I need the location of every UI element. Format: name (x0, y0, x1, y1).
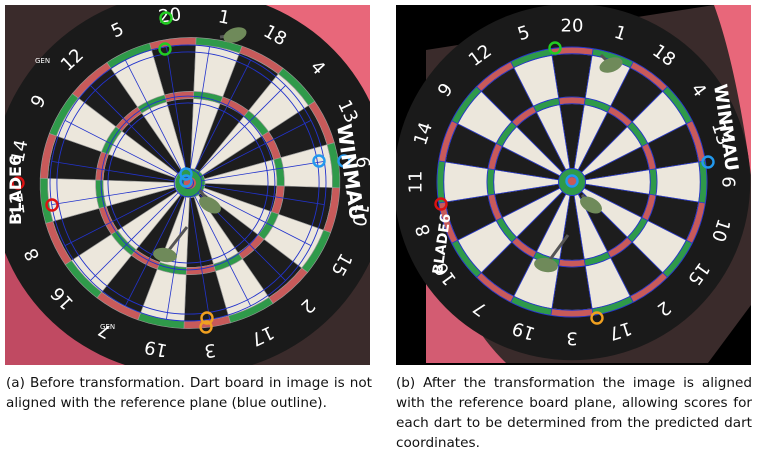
reference-line (201, 161, 325, 182)
image-after-transformation: 20 1 18 4 13 6 10 15 2 17 3 19 7 16 8 11 14 9 12 5 WINMAU B… (396, 5, 751, 365)
reference-line (583, 120, 693, 177)
keypoints (434, 41, 715, 325)
reference-line (476, 191, 563, 278)
keypoint-marker (45, 198, 59, 212)
reference-line (90, 192, 179, 281)
reference-line (550, 48, 571, 169)
keypoint-marker (701, 155, 715, 169)
reference-line (51, 161, 175, 182)
reference-ring (107, 102, 269, 264)
reference-line (64, 188, 176, 247)
reference-outline (436, 46, 708, 318)
caption-b: (b) After the transformation the image i… (396, 375, 752, 451)
board-number: 3 (566, 328, 577, 349)
dart-flight (534, 257, 558, 273)
reference-line (577, 193, 634, 303)
board-number: 6 (351, 155, 370, 169)
board-number: 11 (405, 171, 426, 194)
red-surround-corner-left (5, 185, 125, 365)
reference-ring (486, 96, 658, 268)
reference-line (573, 195, 594, 316)
caption-a: (a) Before transformation. Dart board in… (6, 375, 372, 411)
keypoint-marker (158, 42, 172, 56)
red-surround-corner (714, 5, 751, 175)
reference-line (451, 187, 561, 244)
keypoint-marker (312, 154, 326, 168)
board-number: 10 (348, 202, 370, 229)
reference-line (438, 183, 559, 204)
reference-line (577, 61, 634, 171)
dart-flight (580, 196, 602, 214)
board-number: 1 (216, 6, 231, 29)
red-surround-corner (255, 5, 370, 185)
reference-line (197, 85, 286, 174)
reference-ring (49, 44, 327, 322)
reference-line (583, 187, 693, 244)
keypoint-marker (179, 167, 193, 181)
image-before-transformation: 20 1 18 4 13 6 10 15 2 17 3 19 7 16 8 11 14 9 12 5 WINMAU B… (5, 5, 370, 365)
board-number: 19 (143, 336, 170, 361)
dart-flight (153, 247, 177, 263)
keypoint-marker (11, 176, 25, 190)
series-text: BLADE6 (6, 155, 25, 225)
keypoint-marker (548, 41, 562, 55)
dart-flight (223, 27, 247, 43)
reference-line (90, 85, 179, 174)
reference-line (189, 46, 210, 170)
reference-line (189, 196, 210, 320)
reference-ring (443, 53, 701, 311)
reference-line (64, 119, 176, 178)
reference-line (200, 119, 312, 178)
reference-line (585, 160, 706, 181)
reference-ring (558, 168, 586, 196)
reference-line (585, 183, 706, 204)
reference-line (193, 59, 252, 171)
reference-line (51, 184, 175, 205)
keypoint-marker (565, 174, 579, 188)
reference-ring (493, 103, 651, 261)
dartboard (396, 5, 751, 361)
reference-line (451, 120, 561, 177)
reference-line (124, 195, 183, 307)
reference-line (193, 195, 252, 307)
darts (153, 27, 247, 263)
darts (534, 53, 623, 273)
reference-ring (100, 95, 276, 271)
reference-ring (182, 177, 194, 189)
badge-text-a-bottom: GEN (100, 323, 115, 331)
board-number: 6 (718, 176, 739, 187)
keypoint-marker (179, 174, 193, 188)
reference-line (124, 59, 183, 171)
keypoint-marker (199, 320, 213, 334)
board-number: 14 (7, 138, 32, 165)
dart-flight (199, 196, 221, 214)
keypoint-marker (337, 154, 351, 168)
red-surround-left (426, 155, 506, 363)
badge-text-a-top: GEN (35, 57, 50, 65)
reference-line (550, 195, 571, 316)
keypoint-marker (159, 11, 173, 25)
keypoints (11, 11, 351, 334)
reference-line (573, 48, 594, 169)
reference-outline (49, 44, 327, 322)
reference-line (201, 184, 325, 205)
reference-line (200, 188, 312, 247)
keypoint-marker (590, 311, 604, 325)
reference-line (510, 193, 567, 303)
board-number: 20 (561, 15, 584, 36)
reference-line (438, 160, 559, 181)
keypoint-marker (200, 311, 214, 325)
dart-flight (599, 57, 623, 73)
reference-line (476, 86, 563, 173)
reference-line (581, 86, 668, 173)
keypoint-marker (434, 197, 448, 211)
reference-ring (436, 46, 708, 318)
reference-line (166, 46, 187, 170)
board-number: 11 (6, 191, 30, 216)
reference-line (510, 61, 567, 171)
board-number: 3 (203, 339, 217, 361)
reference-ring (56, 51, 320, 315)
